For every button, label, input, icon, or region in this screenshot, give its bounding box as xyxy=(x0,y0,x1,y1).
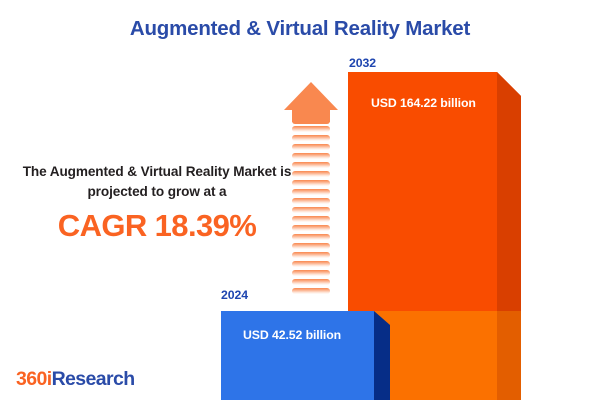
bar-2032-year-label: 2032 xyxy=(349,56,376,70)
bar-2024 xyxy=(218,305,394,400)
bar-2032-value-label: USD 164.22 billion xyxy=(371,96,476,110)
logo-text-research: Research xyxy=(51,368,136,390)
caption-text: The Augmented & Virtual Reality Market i… xyxy=(22,164,292,199)
bar-2024-year-label: 2024 xyxy=(221,288,248,302)
page-title: Augmented & Virtual Reality Market xyxy=(129,17,471,40)
bar-2032 xyxy=(344,72,526,400)
cagr-value: CAGR 18.39% xyxy=(57,208,257,243)
logo-text-360: 360 xyxy=(16,368,47,390)
logo-text-i: i xyxy=(46,368,52,390)
growth-arrow-icon xyxy=(283,80,339,298)
caption-block: The Augmented & Virtual Reality Market i… xyxy=(14,162,300,244)
bar-2024-value-label: USD 42.52 billion xyxy=(243,328,342,342)
brand-logo: 360iResearch xyxy=(16,368,135,391)
